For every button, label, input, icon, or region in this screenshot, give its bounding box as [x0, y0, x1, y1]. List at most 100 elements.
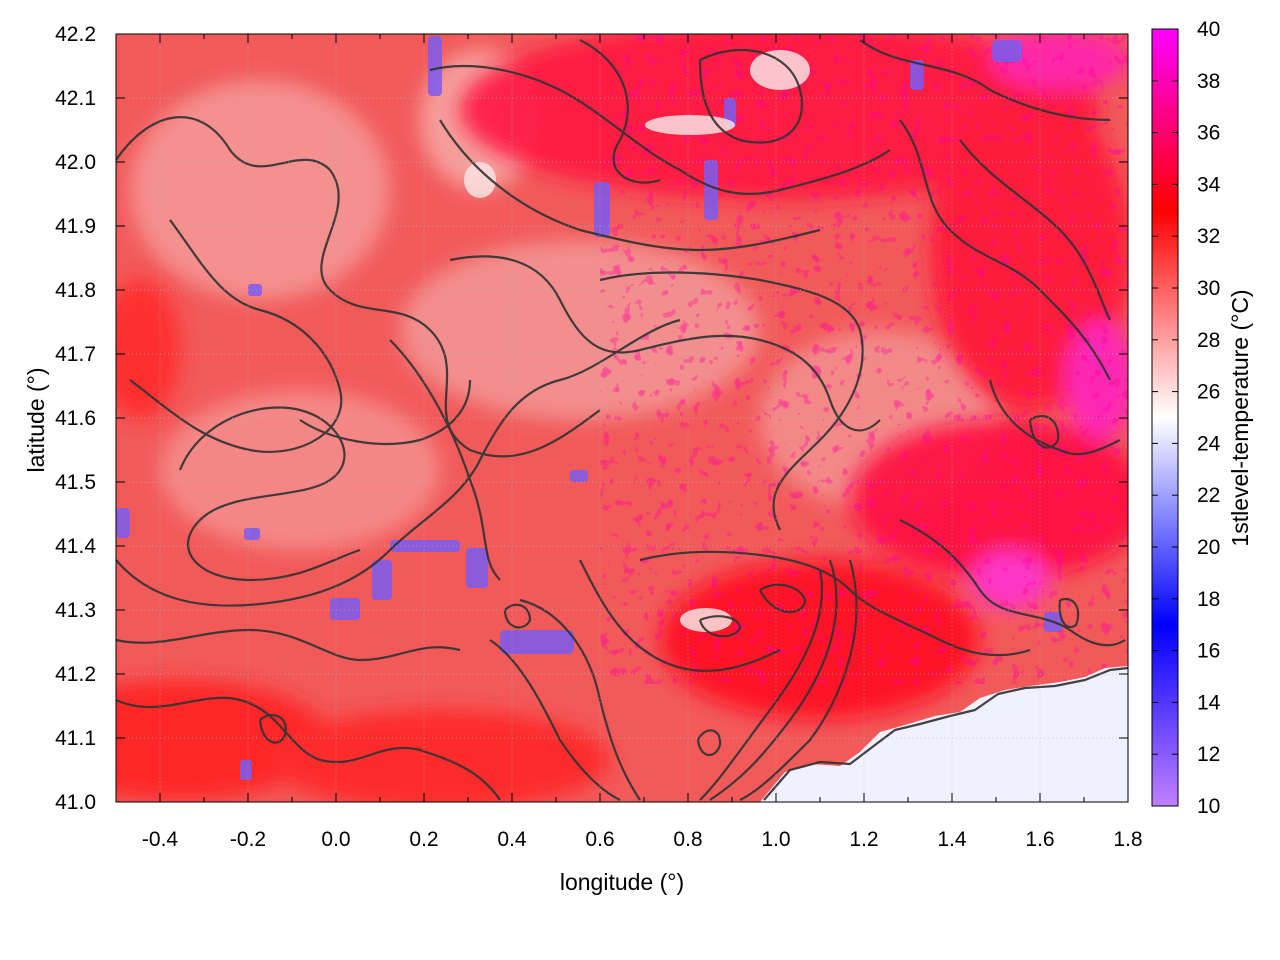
contour-line: [579, 39, 661, 184]
colorbar-tick-label: 20: [1197, 536, 1220, 559]
contour-line: [763, 666, 1128, 801]
cool-patch: [992, 40, 1022, 62]
hot-region: [116, 280, 180, 420]
contour-line: [639, 550, 1031, 657]
x-axis: -0.4 -0.2 0.0 0.2 0.4 0.6 0.8 1.0 1.2 1.4 1.6 1.8: [115, 34, 1143, 851]
cool-patch: [428, 36, 442, 96]
x-tick-label: 0.0: [321, 828, 350, 851]
colorbar-gradient: [1151, 28, 1179, 807]
y-tick-label: 42.2: [55, 23, 96, 46]
elevation-contours: [116, 39, 1128, 801]
colorbar-title: 1stlevel-temperature (°C): [1227, 289, 1253, 546]
y-tick-label: 41.1: [55, 727, 96, 750]
contour-line: [959, 139, 1111, 321]
colorbar-tick-label: 26: [1197, 381, 1220, 404]
contour-line: [258, 713, 287, 744]
y-tick-label: 41.0: [55, 791, 96, 814]
colorbar-tick-label: 34: [1197, 173, 1221, 196]
contour-line: [739, 559, 858, 801]
colorbar-tick-label: 28: [1197, 329, 1220, 352]
colorbar-tick-label: 40: [1197, 18, 1220, 41]
contour-line: [129, 219, 343, 453]
contour-line: [698, 48, 803, 144]
cool-region: [160, 390, 440, 550]
colorbar-tick-label: 12: [1197, 743, 1220, 766]
contour-line: [1028, 415, 1060, 449]
x-tick-label: 0.2: [409, 828, 438, 851]
heatmap-field: [116, 34, 1128, 802]
cool-patch: [594, 182, 610, 237]
contour-line: [699, 569, 824, 801]
colorbar-tick-label: 32: [1197, 225, 1220, 248]
y-tick-label: 41.6: [55, 407, 96, 430]
contour-line: [1058, 597, 1080, 628]
grid-lines: [116, 34, 1128, 802]
y-axis-title: latitude (°): [23, 367, 49, 472]
y-tick-label: 41.7: [55, 343, 96, 366]
y-tick-label: 41.4: [55, 535, 96, 558]
cool-patch: [910, 60, 924, 90]
x-tick-label: 0.4: [497, 828, 527, 851]
contour-line: [178, 406, 361, 582]
x-tick-label: 0.6: [585, 828, 614, 851]
contour-line: [449, 255, 881, 432]
contour-line: [579, 559, 781, 672]
contour-line: [116, 116, 601, 458]
x-tick-label: 1.2: [849, 828, 878, 851]
warm-white-patch: [645, 115, 735, 135]
x-tick-label: 1.4: [937, 828, 967, 851]
y-tick-label: 41.3: [55, 599, 96, 622]
colorbar-tick-label: 14: [1197, 691, 1221, 714]
cool-patches: [116, 36, 1062, 780]
cool-patch: [330, 598, 360, 620]
colorbar-tick-label: 30: [1197, 277, 1220, 300]
colorbar-ticks: 10 12 14 16 18 20 22 24 26 28 30 32 34 36 38 40: [1152, 18, 1221, 818]
cool-region: [130, 80, 390, 300]
warm-white-patch: [464, 162, 496, 198]
cool-patch: [500, 630, 574, 654]
colorbar-tick-label: 22: [1197, 484, 1220, 507]
sea-area: [760, 666, 1128, 802]
colorbar: 10 12 14 16 18 20 22 24 26 28 30 32 34 36 38 40 1stleve…: [1151, 18, 1253, 818]
contour-line: [116, 628, 461, 662]
x-tick-label: 1.6: [1025, 828, 1054, 851]
y-tick-label: 41.8: [55, 279, 96, 302]
contour-line: [698, 615, 742, 638]
cool-patch: [704, 160, 718, 220]
cool-patch: [244, 528, 260, 540]
contour-line: [859, 39, 1111, 122]
contour-line: [709, 559, 838, 801]
contour-line: [899, 119, 1111, 381]
warm-white-patch: [750, 50, 810, 90]
y-tick-label: 41.9: [55, 215, 96, 238]
colorbar-tick-label: 18: [1197, 588, 1220, 611]
colorbar-tick-label: 24: [1197, 432, 1221, 455]
cool-patch: [466, 548, 488, 588]
colorbar-tick-label: 10: [1197, 795, 1220, 818]
contour-line: [429, 64, 891, 196]
contour-line: [519, 598, 641, 801]
contour-line: [988, 379, 1121, 456]
colorbar-tick-label: 16: [1197, 640, 1220, 663]
warm-white-patches: [464, 50, 810, 632]
contour-line: [389, 339, 501, 581]
y-tick-label: 42.0: [55, 151, 96, 174]
contour-line: [503, 603, 532, 629]
colorbar-tick-label: 36: [1197, 122, 1220, 145]
contour-line: [439, 119, 821, 252]
y-tick-label: 41.2: [55, 663, 96, 686]
cool-patch: [372, 560, 392, 600]
x-tick-label: -0.2: [230, 828, 266, 851]
cool-patch: [248, 284, 262, 296]
y-tick-label: 42.1: [55, 87, 96, 110]
x-tick-label: -0.4: [142, 828, 179, 851]
x-tick-label: 1.0: [761, 828, 790, 851]
contour-line: [759, 583, 807, 613]
cool-patch: [116, 508, 130, 538]
x-axis-title: longitude (°): [560, 869, 684, 895]
y-axis: 41.0 41.1 41.2 41.3 41.4 41.5 41.6 41.7 41.8 41.9…: [55, 23, 1128, 814]
contour-line: [116, 696, 501, 801]
contour-line: [696, 729, 722, 756]
contour-line: [599, 271, 864, 531]
